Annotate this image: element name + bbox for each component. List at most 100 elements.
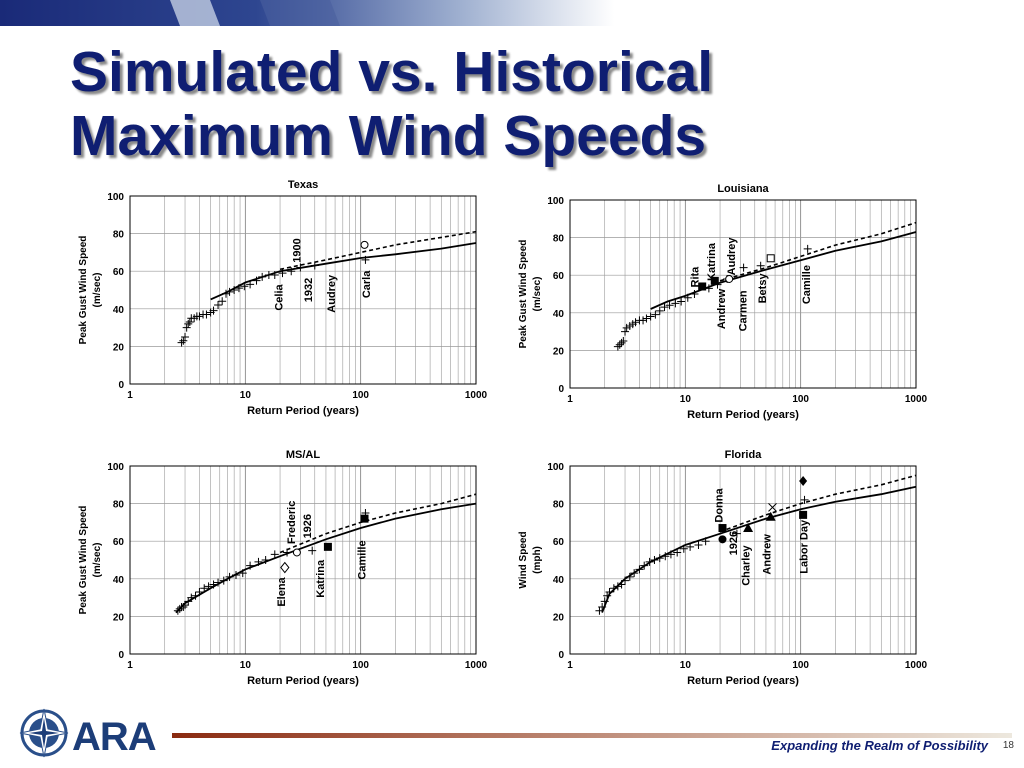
storm-label: 1926 xyxy=(728,531,740,555)
y-tick-label: 60 xyxy=(113,267,125,278)
storm-label: Audrey xyxy=(726,237,738,276)
simulated-curve-solid xyxy=(650,231,917,310)
y-axis-label-line-1: Peak Gust Wind Speed xyxy=(78,236,89,345)
y-tick-label: 40 xyxy=(113,575,125,586)
plus-mark xyxy=(181,601,190,610)
plus-mark xyxy=(739,263,748,272)
data-point-plus xyxy=(613,582,622,591)
plus-mark xyxy=(598,603,607,611)
data-point-plus xyxy=(204,582,213,591)
data-point-plus xyxy=(175,604,184,613)
data-point-plus xyxy=(739,263,748,272)
footer-rule xyxy=(172,733,1012,738)
plus-mark xyxy=(278,269,287,278)
data-point-plus xyxy=(258,272,267,281)
plus-mark xyxy=(270,270,279,279)
data-point-plus xyxy=(655,306,664,315)
x-tick-label: 1 xyxy=(127,660,133,671)
plus-mark xyxy=(803,244,812,253)
y-axis-label-line-1: Peak Gust Wind Speed xyxy=(78,506,89,615)
simulated-curve-dashed xyxy=(719,221,917,282)
data-point-plus xyxy=(179,603,188,611)
circle-open-mark xyxy=(360,240,369,249)
page-number: 18 xyxy=(1002,740,1014,751)
plus-mark xyxy=(225,287,234,296)
data-point-triangle-filled xyxy=(765,511,776,521)
data-point-plus xyxy=(184,319,193,328)
data-point-square-filled xyxy=(360,514,369,523)
plus-mark xyxy=(690,290,699,298)
simulated-curve-solid xyxy=(210,242,477,301)
data-point-plus xyxy=(179,336,188,345)
x-tick-label: 1 xyxy=(567,394,573,405)
y-tick-label: 80 xyxy=(113,230,125,241)
data-point-plus xyxy=(701,537,710,546)
data-point-plus xyxy=(270,550,279,559)
data-point-plus xyxy=(617,580,626,589)
data-point-plus xyxy=(598,603,607,611)
data-point-plus xyxy=(185,317,194,326)
x-tick-label: 1000 xyxy=(905,394,928,405)
plus-mark xyxy=(635,565,644,574)
data-point-plus xyxy=(232,571,240,580)
plus-mark xyxy=(613,582,622,591)
plus-mark xyxy=(202,310,211,319)
plus-mark xyxy=(694,540,703,549)
plus-mark xyxy=(218,297,227,306)
data-point-cross xyxy=(768,503,777,512)
data-point-plus xyxy=(665,301,674,310)
data-point-plus xyxy=(661,552,670,561)
y-tick-label: 0 xyxy=(558,384,564,395)
plus-mark xyxy=(182,323,191,332)
data-point-plus xyxy=(756,261,765,270)
x-axis-label: Return Period (years) xyxy=(247,405,359,417)
plus-mark xyxy=(660,303,669,312)
plus-mark xyxy=(665,301,674,310)
storm-label: Carmen xyxy=(738,290,750,331)
data-point-square-filled xyxy=(710,276,719,285)
y-tick-label: 80 xyxy=(553,234,565,245)
plus-mark xyxy=(645,557,654,566)
chart-panel-louisiana: 1 10 100 1000 0 20 40 60 80 100 Louisiana Return Pe… xyxy=(510,176,980,436)
plus-mark xyxy=(677,297,686,306)
x-tick-label: 10 xyxy=(680,394,692,405)
plus-mark xyxy=(625,572,634,581)
data-point-plus xyxy=(666,550,675,559)
logo-text: ARA xyxy=(72,715,156,759)
plus-mark xyxy=(613,342,622,351)
plus-mark xyxy=(222,289,231,298)
data-point-plus xyxy=(252,276,261,285)
plus-mark xyxy=(661,552,670,561)
data-point-plus xyxy=(195,312,204,321)
chart-title: Louisiana xyxy=(717,183,769,195)
y-tick-label: 40 xyxy=(553,309,565,320)
x-tick-label: 1000 xyxy=(465,390,488,401)
data-point-plus xyxy=(803,244,812,253)
data-point-plus xyxy=(660,303,669,312)
data-point-plus xyxy=(617,338,626,347)
x-tick-label: 10 xyxy=(240,660,252,671)
ara-logo: ARA xyxy=(19,708,157,759)
storm-label: 1900 xyxy=(291,238,303,262)
plus-mark xyxy=(240,282,249,291)
data-point-plus xyxy=(690,290,699,298)
diamond-open-mark xyxy=(280,561,290,574)
top-decorative-bar xyxy=(0,0,1024,26)
plus-mark xyxy=(621,327,630,336)
triangle-filled-mark xyxy=(765,511,776,521)
plus-mark xyxy=(254,557,263,566)
plus-mark xyxy=(666,550,675,559)
plus-mark xyxy=(191,591,200,600)
data-point-circle xyxy=(725,274,734,283)
plus-mark xyxy=(246,280,255,289)
data-point-plus xyxy=(234,284,243,293)
square-filled-mark xyxy=(698,282,707,291)
chart-title: MS/AL xyxy=(286,449,321,461)
plus-mark xyxy=(214,578,223,587)
data-point-plus xyxy=(361,255,370,264)
storm-label: Andrew xyxy=(762,534,774,575)
plus-mark xyxy=(679,544,688,553)
data-point-plus xyxy=(296,263,305,272)
data-point-plus xyxy=(615,340,624,349)
storm-label: Audrey xyxy=(326,274,338,313)
